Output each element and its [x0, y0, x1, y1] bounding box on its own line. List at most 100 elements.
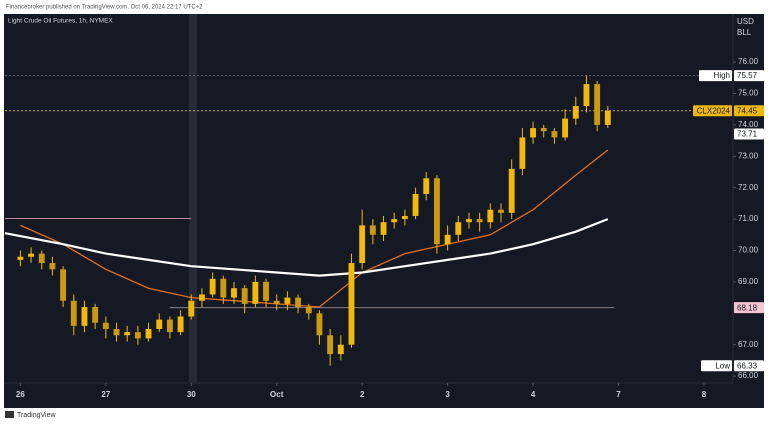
- candle-body: [209, 278, 216, 295]
- moving-average: [20, 149, 609, 308]
- candle-body: [583, 84, 590, 107]
- candle-body: [540, 128, 547, 132]
- attribution: Financebroker published on TradingView.c…: [6, 5, 203, 11]
- candle-body: [551, 131, 558, 138]
- candle-body: [273, 300, 280, 304]
- candle-body: [476, 219, 483, 223]
- candle-body: [348, 263, 355, 345]
- y-tick-label: 76.00: [738, 57, 759, 66]
- candle-body: [263, 281, 269, 301]
- session-band: [189, 14, 197, 383]
- candle-body: [455, 222, 462, 235]
- price-label-name-box: [701, 360, 732, 372]
- candle-body: [359, 225, 366, 264]
- candle-body: [145, 328, 152, 339]
- candle-body: [305, 307, 312, 314]
- candle-body: [369, 225, 376, 235]
- candle-body: [295, 297, 302, 308]
- candle-body: [530, 128, 536, 138]
- candle-body: [231, 288, 237, 298]
- y-tick-label: 70.00: [738, 246, 759, 255]
- candle-body: [113, 328, 120, 336]
- chart-background: [4, 14, 764, 408]
- candle-body: [444, 234, 451, 245]
- candle-body: [391, 219, 398, 223]
- price-label-name: CLX2024: [697, 106, 731, 115]
- y-tick-label: 74.00: [738, 120, 759, 129]
- candle-body: [380, 222, 387, 235]
- candle-body: [188, 300, 195, 317]
- price-label-box: [734, 128, 764, 140]
- price-label: 75.57: [737, 71, 758, 80]
- y-tick-label: 67.00: [738, 340, 759, 349]
- candle-body: [487, 209, 494, 223]
- candle-body: [177, 316, 184, 333]
- y-tick-label: 72.00: [738, 183, 759, 192]
- y-tick-label: 71.00: [738, 214, 759, 223]
- x-tick-label: 2: [360, 390, 365, 399]
- y-tick-label: 75.00: [738, 89, 759, 98]
- price-label: 73.71: [737, 130, 758, 139]
- price-label: 66.33: [737, 361, 758, 370]
- candle-body: [134, 332, 141, 339]
- candle-body: [433, 178, 440, 245]
- candle-body: [337, 344, 344, 355]
- candle-body: [572, 106, 579, 119]
- price-label-name: High: [714, 71, 730, 80]
- candle-body: [220, 278, 227, 298]
- candle-body: [38, 253, 45, 264]
- candle-body: [466, 219, 472, 223]
- x-tick-label: 27: [101, 390, 110, 399]
- x-tick-label: 30: [187, 390, 196, 399]
- candle-body: [284, 297, 291, 304]
- candle-body: [156, 319, 163, 329]
- candle-body: [92, 307, 99, 323]
- price-label-box: [734, 70, 764, 82]
- candle-body: [102, 322, 109, 329]
- x-tick-label: 7: [616, 390, 621, 399]
- x-tick-label: 8: [702, 390, 707, 399]
- candle-body: [604, 110, 611, 125]
- candle-body: [508, 168, 515, 213]
- candle-body: [401, 215, 408, 220]
- candle-body: [199, 294, 205, 301]
- candle-body: [412, 193, 419, 216]
- price-label-name-box: [693, 105, 732, 117]
- candle-body: [28, 253, 34, 257]
- candle-body: [17, 256, 24, 260]
- candle-body: [316, 313, 323, 336]
- brand: TradingView: [17, 412, 56, 419]
- candle-body: [60, 269, 67, 301]
- candle-body: [81, 307, 88, 326]
- candle-body: [124, 332, 131, 336]
- currency-label: USD: [737, 17, 754, 26]
- brand-logo: [5, 411, 14, 418]
- candle-body: [49, 263, 56, 270]
- candle-body: [70, 300, 77, 326]
- candle-body: [498, 209, 504, 213]
- candle-body: [519, 137, 526, 169]
- price-label: 68.18: [737, 303, 758, 312]
- candle-body: [327, 335, 334, 355]
- x-tick-label: 26: [16, 390, 25, 399]
- price-label-box: [734, 105, 764, 117]
- price-label-box: [734, 302, 764, 314]
- price-label-name-box: [699, 70, 732, 82]
- candle-body: [252, 281, 259, 304]
- x-tick-label: 4: [531, 390, 536, 399]
- candle-body: [594, 84, 601, 125]
- unit-label: BLL: [737, 28, 752, 37]
- chart-title: Light Crude Oil Futures, 1h, NYMEX: [8, 18, 113, 25]
- candle-body: [166, 319, 173, 333]
- price-label-box: [734, 360, 764, 372]
- x-tick-label: Oct: [270, 390, 284, 399]
- x-tick-label: 3: [445, 390, 450, 399]
- y-tick-label: 66.00: [738, 371, 759, 380]
- y-tick-label: 73.00: [738, 151, 759, 160]
- candle-body: [241, 288, 248, 304]
- moving-average: [4, 218, 609, 277]
- price-label-name: Low: [715, 361, 730, 370]
- candle-body: [423, 178, 430, 194]
- candle-body: [562, 118, 569, 138]
